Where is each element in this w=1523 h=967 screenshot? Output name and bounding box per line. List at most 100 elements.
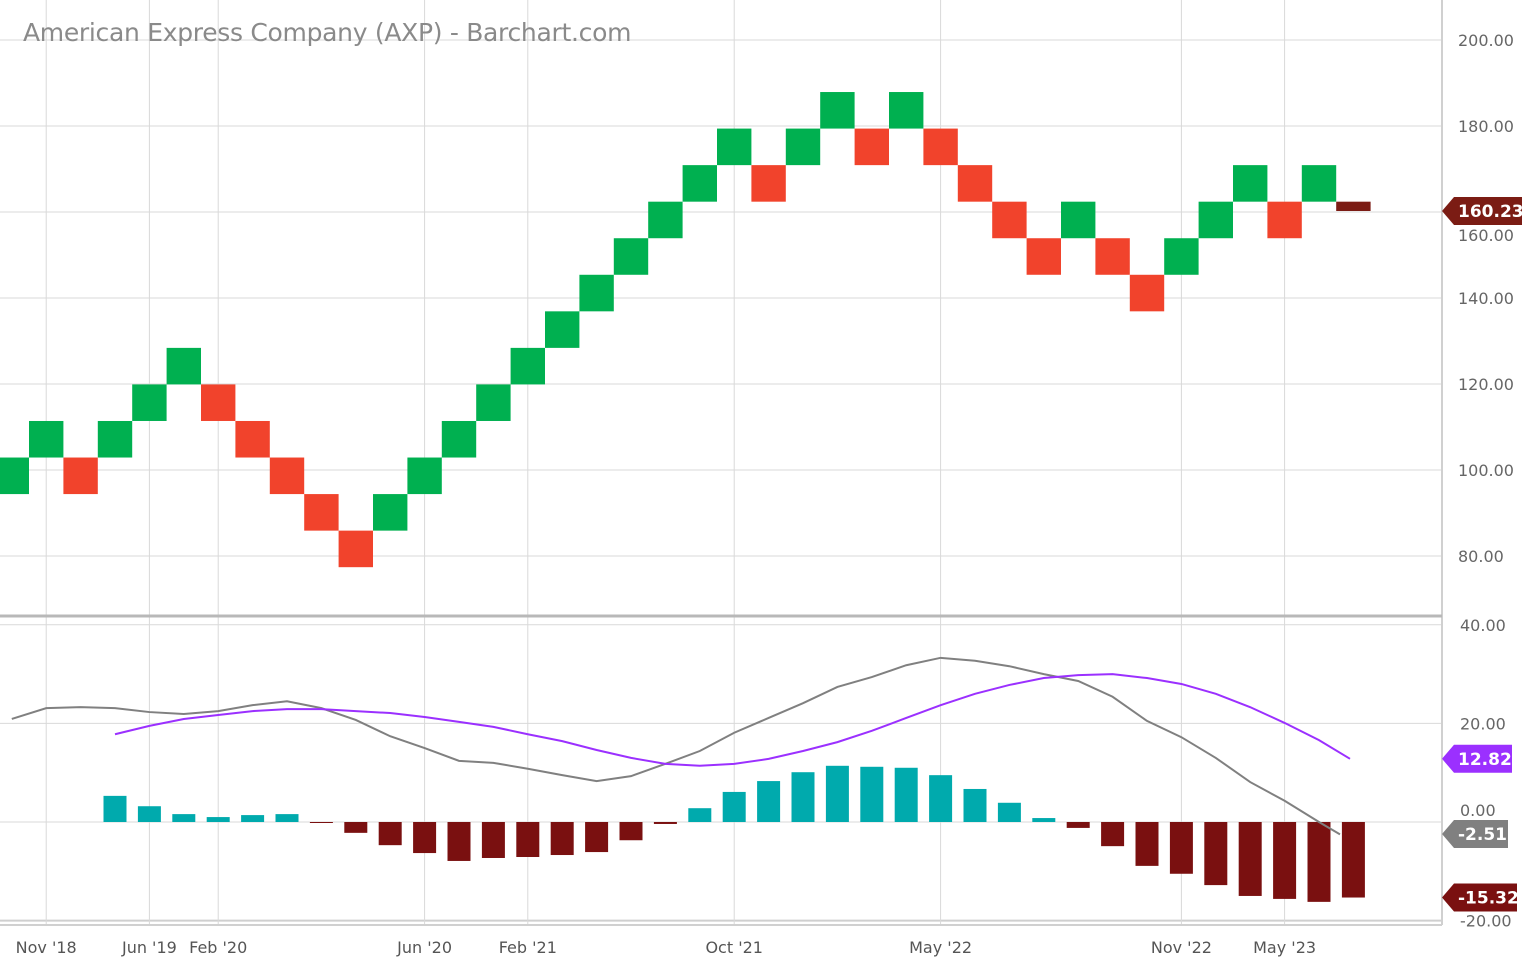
price-axis-label: 100.00 — [1458, 461, 1514, 480]
macd-histogram-bar — [447, 822, 471, 861]
renko-brick-down — [1095, 238, 1130, 275]
macd-histogram-bar — [309, 822, 333, 823]
renko-brick-down — [1267, 201, 1302, 239]
macd-histogram-bar — [481, 822, 505, 858]
renko-brick-up — [545, 311, 580, 348]
macd-histogram-bar — [1273, 822, 1297, 899]
macd-histogram-bar — [516, 822, 540, 858]
signal-badge — [1442, 744, 1512, 773]
macd-histogram-bar — [963, 788, 987, 822]
macd-histogram-bar — [413, 822, 437, 854]
macd-histogram-bar — [1238, 822, 1262, 896]
macd-histogram-bar — [688, 808, 712, 822]
macd-histogram-bar — [929, 775, 953, 822]
time-axis-label: Feb '20 — [189, 938, 247, 957]
renko-brick-down — [338, 530, 373, 568]
renko-brick-down — [269, 457, 305, 495]
price-axis-label: 80.00 — [1458, 547, 1504, 566]
price-axis-label: 160.00 — [1458, 226, 1514, 245]
renko-brick-down — [201, 384, 236, 421]
macd-histogram-bar — [1101, 822, 1125, 847]
renko-brick-up — [613, 238, 649, 275]
price-axis-label: 200.00 — [1458, 31, 1514, 50]
macd-histogram-bar — [172, 814, 196, 822]
chart-title: American Express Company (AXP) - Barchar… — [23, 18, 632, 47]
time-axis-label: May '22 — [909, 938, 972, 957]
renko-brick-up — [717, 128, 752, 166]
price-axis-label: 180.00 — [1458, 117, 1514, 136]
last-price-value: 160.23 — [1458, 202, 1523, 222]
renko-brick-up — [1164, 238, 1199, 275]
macd-histogram-bar — [1135, 822, 1159, 866]
macd-histogram-bar — [825, 765, 849, 822]
macd-histogram-bar — [1032, 818, 1056, 822]
renko-brick-up — [889, 92, 924, 129]
macd-histogram-bar — [1169, 822, 1193, 874]
renko-brick-up — [373, 494, 408, 531]
renko-brick-down — [923, 128, 958, 166]
macd-badge — [1442, 820, 1508, 848]
renko-brick-up — [29, 420, 64, 458]
price-axis-label: 120.00 — [1458, 375, 1514, 394]
macd-histogram-bar — [275, 814, 299, 822]
renko-brick-down — [957, 165, 993, 202]
renko-brick-up — [132, 384, 167, 421]
macd-axis-label: 0.00 — [1460, 801, 1496, 820]
renko-brick-down — [304, 494, 339, 531]
macd-histogram-bar — [103, 795, 127, 822]
renko-brick-down — [235, 420, 270, 458]
last-price-badge — [1442, 197, 1522, 226]
renko-brick-down — [854, 128, 889, 166]
macd-histogram-bar — [1307, 822, 1331, 902]
renko-brick-up — [1198, 201, 1233, 239]
time-axis-label: Oct '21 — [705, 938, 763, 957]
macd-histogram-bar — [1204, 822, 1228, 886]
time-axis-label: Jun '19 — [121, 938, 177, 957]
renko-brick-down — [751, 165, 786, 202]
macd-axis-label: 20.00 — [1460, 714, 1506, 733]
renko-brick-up — [648, 201, 683, 239]
renko-brick-up — [1233, 165, 1268, 202]
renko-brick-up — [1301, 165, 1337, 202]
time-axis-label: Nov '18 — [16, 938, 77, 957]
renko-brick-up — [407, 457, 442, 495]
macd-histogram-bar — [137, 806, 161, 822]
macd-histogram-bar — [722, 791, 746, 822]
time-axis-label: May '23 — [1253, 938, 1316, 957]
histogram-badge — [1442, 883, 1517, 912]
macd-histogram-bar — [550, 822, 574, 856]
renko-brick-up — [476, 384, 511, 421]
renko-brick-down — [1026, 238, 1061, 275]
renko-brick-up — [682, 165, 717, 202]
macd-histogram-bar — [860, 766, 884, 822]
time-axis-label: Nov '22 — [1151, 938, 1212, 957]
renko-brick-up — [785, 128, 821, 166]
renko-brick-up — [1061, 201, 1096, 239]
signal-value: 12.82 — [1458, 750, 1512, 770]
macd-axis-label: -20.00 — [1460, 912, 1512, 931]
macd-histogram-bar — [894, 767, 918, 822]
renko-brick-up — [579, 274, 614, 312]
macd-value: -2.51 — [1458, 825, 1507, 845]
renko-brick-up — [97, 420, 133, 458]
renko-brick-up — [441, 420, 477, 458]
macd-histogram-bar — [997, 802, 1021, 822]
renko-brick-current — [1336, 201, 1371, 212]
macd-histogram-bar — [378, 822, 402, 846]
macd-histogram-bar — [757, 781, 781, 822]
renko-brick-down — [992, 201, 1027, 239]
macd-histogram-bar — [791, 772, 815, 822]
price-axis-label: 140.00 — [1458, 289, 1514, 308]
renko-brick-up — [166, 347, 201, 385]
histogram-value: -15.32 — [1458, 889, 1519, 909]
time-axis-label: Jun '20 — [396, 938, 452, 957]
macd-histogram-bar — [1341, 822, 1365, 898]
macd-histogram-bar — [241, 815, 265, 822]
macd-histogram-bar — [653, 822, 677, 824]
renko-brick-down — [1129, 274, 1165, 312]
signal-line — [114, 673, 1351, 767]
macd-line — [11, 656, 1341, 836]
renko-brick-up — [510, 347, 545, 385]
macd-histogram-bar — [344, 822, 368, 833]
